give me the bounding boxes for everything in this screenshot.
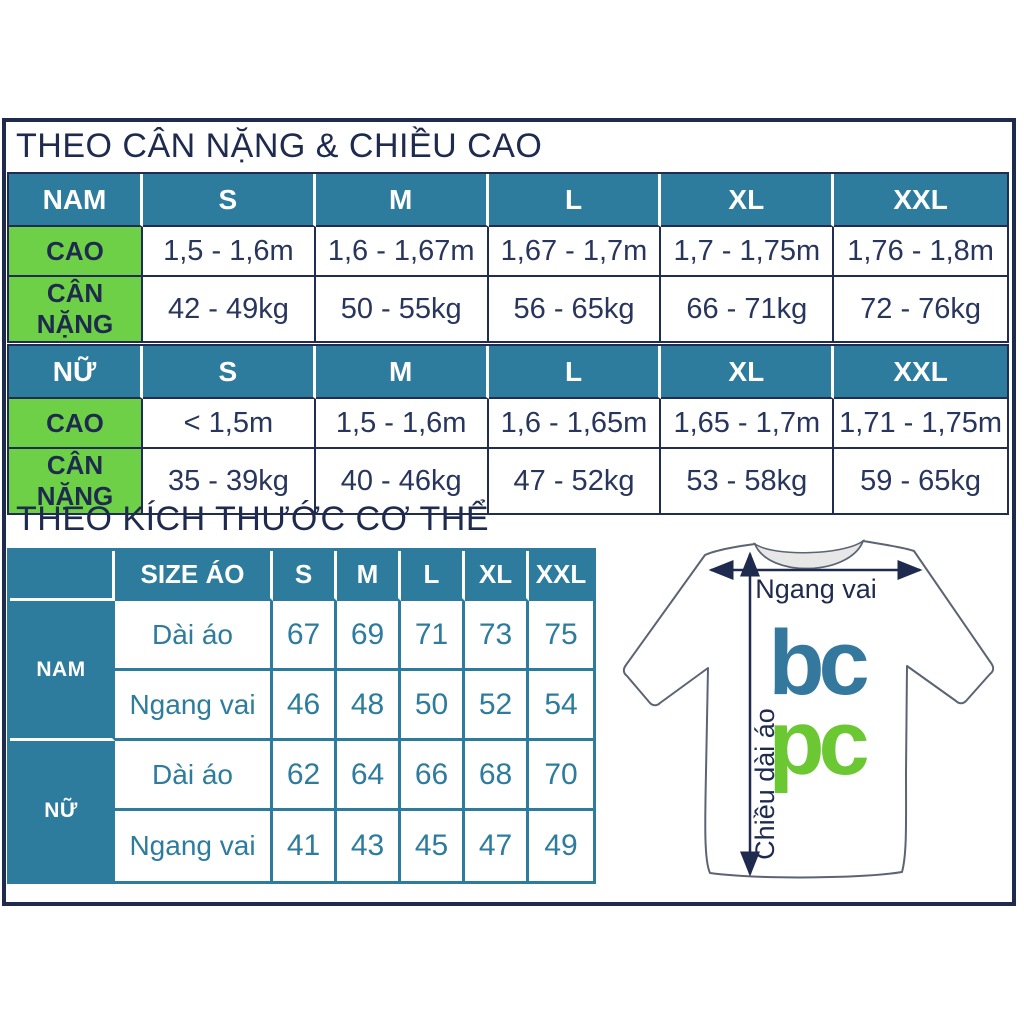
size-col-header: L bbox=[401, 551, 465, 601]
height-row-label: CAO bbox=[9, 227, 143, 277]
women-weight-row: CÂN NẶNG 35 - 39kg 40 - 46kg 47 - 52kg 5… bbox=[9, 449, 1007, 513]
height-value: 1,76 - 1,8m bbox=[834, 227, 1007, 277]
weight-value: 53 - 58kg bbox=[661, 449, 835, 513]
height-value: 1,6 - 1,65m bbox=[488, 399, 662, 449]
tshirt-measure-diagram: Ngang vai Chiều dài áo bc pc bbox=[604, 522, 1016, 904]
length-value: 64 bbox=[337, 741, 401, 811]
length-value: 66 bbox=[401, 741, 465, 811]
weight-value: 56 - 65kg bbox=[488, 277, 662, 341]
men-height-weight-table: NAM S M L XL XXL CAO 1,5 - 1,6m 1,6 - 1,… bbox=[7, 172, 1009, 343]
height-value: 1,5 - 1,6m bbox=[315, 399, 489, 449]
weight-value: 40 - 46kg bbox=[315, 449, 489, 513]
length-value: 67 bbox=[273, 601, 337, 671]
shoulder-value: 52 bbox=[465, 671, 529, 741]
length-value: 62 bbox=[273, 741, 337, 811]
size-col-header: S bbox=[143, 174, 316, 227]
weight-value: 42 - 49kg bbox=[143, 277, 316, 341]
size-col-header: L bbox=[488, 174, 662, 227]
size-col-header: XL bbox=[465, 551, 529, 601]
shoulder-value: 46 bbox=[273, 671, 337, 741]
corner-cell bbox=[10, 551, 115, 601]
size-col-header: S bbox=[143, 346, 316, 399]
height-value: 1,65 - 1,7m bbox=[661, 399, 835, 449]
height-value: 1,5 - 1,6m bbox=[143, 227, 316, 277]
shoulder-value: 43 bbox=[337, 811, 401, 881]
women-height-weight-table: NỮ S M L XL XXL CAO < 1,5m 1,5 - 1,6m 1,… bbox=[7, 344, 1009, 515]
shoulder-value: 50 bbox=[401, 671, 465, 741]
shoulder-value: 48 bbox=[337, 671, 401, 741]
shoulder-value: 41 bbox=[273, 811, 337, 881]
section-title-body-size: THEO KÍCH THƯỚC CƠ THỂ bbox=[16, 500, 490, 538]
women-shoulder-row: Ngang vai 41 43 45 47 49 bbox=[10, 811, 593, 881]
tshirt-outline bbox=[622, 540, 995, 879]
size-col-header: XL bbox=[661, 346, 835, 399]
shoulder-row-label: Ngang vai bbox=[115, 811, 273, 881]
size-col-header: M bbox=[337, 551, 401, 601]
height-value: < 1,5m bbox=[143, 399, 316, 449]
weight-value: 35 - 39kg bbox=[143, 449, 316, 513]
size-col-header: XL bbox=[661, 174, 835, 227]
length-value: 75 bbox=[529, 601, 593, 671]
men-table-header: NAM bbox=[9, 174, 143, 227]
men-shoulder-row: Ngang vai 46 48 50 52 54 bbox=[10, 671, 593, 741]
weight-value: 59 - 65kg bbox=[834, 449, 1007, 513]
logo-pc: pc bbox=[768, 692, 867, 794]
size-col-header: XXL bbox=[834, 346, 1007, 399]
size-ao-header: SIZE ÁO bbox=[115, 551, 273, 601]
weight-value: 50 - 55kg bbox=[315, 277, 489, 341]
length-value: 69 bbox=[337, 601, 401, 671]
size-col-header: XXL bbox=[834, 174, 1007, 227]
women-table-header-row: NỮ S M L XL XXL bbox=[9, 346, 1007, 399]
shoulder-value: 45 bbox=[401, 811, 465, 881]
women-height-row: CAO < 1,5m 1,5 - 1,6m 1,6 - 1,65m 1,65 -… bbox=[9, 399, 1007, 449]
shoulder-row-label: Ngang vai bbox=[115, 671, 273, 741]
length-row-label: Dài áo bbox=[115, 741, 273, 811]
men-weight-row: CÂN NẶNG 42 - 49kg 50 - 55kg 56 - 65kg 6… bbox=[9, 277, 1007, 341]
tshirt-diagram-svg: Ngang vai Chiều dài áo bc pc bbox=[622, 538, 995, 879]
women-group-label: NỮ bbox=[10, 741, 115, 881]
size-col-header: S bbox=[273, 551, 337, 601]
shoulder-arrow-label: Ngang vai bbox=[755, 574, 877, 604]
height-value: 1,71 - 1,75m bbox=[834, 399, 1007, 449]
height-row-label: CAO bbox=[9, 399, 143, 449]
section-title-weight-height: THEO CÂN NẶNG & CHIỀU CAO bbox=[16, 127, 543, 165]
length-value: 68 bbox=[465, 741, 529, 811]
shoulder-value: 47 bbox=[465, 811, 529, 881]
size-col-header: XXL bbox=[529, 551, 593, 601]
weight-value: 47 - 52kg bbox=[488, 449, 662, 513]
logo-bc: bc bbox=[768, 612, 867, 714]
size-col-header: M bbox=[315, 174, 489, 227]
size-col-header: M bbox=[315, 346, 489, 399]
weight-value: 66 - 71kg bbox=[661, 277, 835, 341]
women-length-row: NỮ Dài áo 62 64 66 68 70 bbox=[10, 741, 593, 881]
shoulder-value: 49 bbox=[529, 811, 593, 881]
size-col-header: L bbox=[488, 346, 662, 399]
women-table-header: NỮ bbox=[9, 346, 143, 399]
height-value: 1,6 - 1,67m bbox=[315, 227, 489, 277]
body-measurements-table: SIZE ÁO S M L XL XXL NAM Dài áo 67 69 71… bbox=[7, 548, 596, 884]
length-value: 73 bbox=[465, 601, 529, 671]
men-table-header-row: NAM S M L XL XXL bbox=[9, 174, 1007, 227]
length-row-label: Dài áo bbox=[115, 601, 273, 671]
men-height-row: CAO 1,5 - 1,6m 1,6 - 1,67m 1,67 - 1,7m 1… bbox=[9, 227, 1007, 277]
weight-row-label: CÂN NẶNG bbox=[9, 449, 143, 513]
men-length-row: NAM Dài áo 67 69 71 73 75 bbox=[10, 601, 593, 741]
body-table-header-row: SIZE ÁO S M L XL XXL bbox=[10, 551, 593, 601]
shoulder-value: 54 bbox=[529, 671, 593, 741]
weight-row-label: CÂN NẶNG bbox=[9, 277, 143, 341]
men-group-label: NAM bbox=[10, 601, 115, 741]
weight-value: 72 - 76kg bbox=[834, 277, 1007, 341]
height-value: 1,7 - 1,75m bbox=[661, 227, 835, 277]
length-value: 71 bbox=[401, 601, 465, 671]
length-value: 70 bbox=[529, 741, 593, 811]
height-value: 1,67 - 1,7m bbox=[488, 227, 662, 277]
length-arrow-label: Chiều dài áo bbox=[750, 708, 780, 860]
size-chart-frame: THEO CÂN NẶNG & CHIỀU CAO NAM S M L XL X… bbox=[2, 118, 1016, 906]
